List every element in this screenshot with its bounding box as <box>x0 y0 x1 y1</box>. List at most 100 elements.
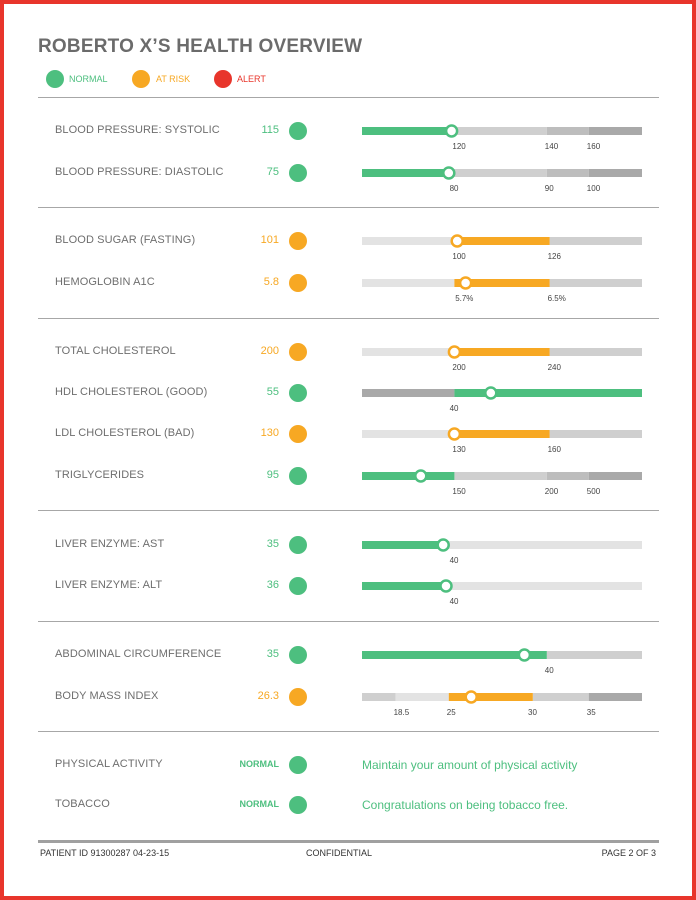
value-marker <box>484 386 498 400</box>
range-segment <box>549 430 642 438</box>
range-segment <box>362 693 396 701</box>
metric-label: HDL CHOLESTEROL (GOOD) <box>55 386 208 398</box>
range-tick-label: 160 <box>548 445 562 454</box>
range-tick-label: 80 <box>450 184 459 193</box>
range-bar: 200 240 <box>362 345 642 372</box>
value-marker <box>517 648 532 662</box>
status-indicator <box>289 384 307 402</box>
metric-label: LIVER ENZYME: AST <box>55 538 165 550</box>
footer-page-number: PAGE 2 OF 3 <box>601 848 656 858</box>
metric-label: LIVER ENZYME: ALT <box>55 579 163 591</box>
range-segment <box>588 127 642 135</box>
range-segment <box>588 169 642 177</box>
range-tick-label: 200 <box>545 487 559 496</box>
status-indicator <box>289 122 307 140</box>
range-bar: 130 160 <box>362 427 642 454</box>
section-divider <box>38 510 659 511</box>
metric-value: 35 <box>266 538 279 550</box>
metric-label: HEMOGLOBIN A1C <box>55 276 155 288</box>
range-tick-label: 126 <box>548 252 562 261</box>
range-bar: 40 <box>362 579 642 606</box>
legend-label: AT RISK <box>156 74 191 84</box>
status-indicator <box>289 688 307 706</box>
range-tick-label: 40 <box>545 666 554 675</box>
range-tick-label: 240 <box>548 363 562 372</box>
metric-value: 36 <box>266 579 279 591</box>
status-indicator <box>289 577 307 595</box>
metric-value: 200 <box>260 345 279 357</box>
legend-dot <box>214 70 232 88</box>
metric-value: 26.3 <box>257 690 279 702</box>
range-fill <box>454 389 642 397</box>
metric-label: LDL CHOLESTEROL (BAD) <box>55 427 195 439</box>
range-tick-label: 18.5 <box>394 708 410 717</box>
range-segment <box>588 472 642 480</box>
range-tick-label: 500 <box>587 487 601 496</box>
metric-value: 130 <box>260 427 279 439</box>
range-tick-label: 150 <box>452 487 466 496</box>
range-segment <box>454 472 547 480</box>
range-bar: 18.5 25 30 35 <box>362 690 642 717</box>
range-segment <box>448 541 642 549</box>
range-segment <box>451 127 547 135</box>
metric-note: Congratulations on being tobacco free. <box>362 798 569 812</box>
metric-note: Maintain your amount of physical activit… <box>362 758 578 772</box>
range-segment <box>448 582 642 590</box>
range-segment <box>448 169 547 177</box>
footer-divider <box>38 840 659 843</box>
range-bar: 40 <box>362 648 642 675</box>
range-bar: 5.7% 6.5% <box>362 276 642 303</box>
range-tick-label: 160 <box>587 142 601 151</box>
range-tick-label: 140 <box>545 142 559 151</box>
range-segment <box>362 237 458 245</box>
range-fill <box>362 472 455 480</box>
range-tick-label: 100 <box>452 252 466 261</box>
status-indicator <box>289 343 307 361</box>
range-segment <box>362 389 455 397</box>
metric-label: TRIGLYCERIDES <box>55 469 145 481</box>
range-segment <box>362 430 455 438</box>
metric-label: BODY MASS INDEX <box>55 690 159 702</box>
range-bar: 80 90 100 <box>362 166 642 193</box>
section-divider <box>38 97 659 98</box>
range-bar: 120 140 160 <box>362 124 642 151</box>
metric-value: 35 <box>266 648 279 660</box>
value-marker <box>414 469 428 483</box>
metric-label: BLOOD SUGAR (FASTING) <box>55 234 196 246</box>
metric-value: 95 <box>266 469 279 481</box>
status-indicator <box>289 646 307 664</box>
metric-label: BLOOD PRESSURE: SYSTOLIC <box>55 124 220 136</box>
status-indicator <box>289 467 307 485</box>
range-segment <box>395 693 449 701</box>
status-indicator <box>289 232 307 250</box>
status-indicator <box>289 274 307 292</box>
value-marker <box>447 345 462 359</box>
range-tick-label: 120 <box>452 142 466 151</box>
metric-value: 75 <box>266 166 279 178</box>
status-indicator <box>289 536 307 554</box>
page-title: ROBERTO X’S HEALTH OVERVIEW <box>38 36 363 57</box>
range-segment <box>549 279 642 287</box>
range-segment <box>588 693 642 701</box>
range-fill <box>362 169 449 177</box>
metric-label: BLOOD PRESSURE: DIASTOLIC <box>55 166 224 178</box>
range-fill <box>362 541 449 549</box>
range-tick-label: 40 <box>450 597 459 606</box>
metric-value: NORMAL <box>239 799 280 809</box>
range-tick-label: 130 <box>452 445 466 454</box>
range-segment <box>362 279 455 287</box>
metric-label: PHYSICAL ACTIVITY <box>55 758 163 770</box>
range-segment <box>532 693 589 701</box>
range-bar: 150 200 500 <box>362 469 642 496</box>
range-bar: 100 126 <box>362 234 642 261</box>
range-tick-label: 6.5% <box>548 294 566 303</box>
range-tick-label: 200 <box>452 363 466 372</box>
range-segment <box>546 472 589 480</box>
range-segment <box>546 127 589 135</box>
status-indicator <box>289 756 307 774</box>
range-fill <box>454 279 550 287</box>
value-marker <box>464 690 478 704</box>
section-divider <box>38 621 659 622</box>
metric-value: 55 <box>266 386 279 398</box>
range-segment <box>362 348 455 356</box>
